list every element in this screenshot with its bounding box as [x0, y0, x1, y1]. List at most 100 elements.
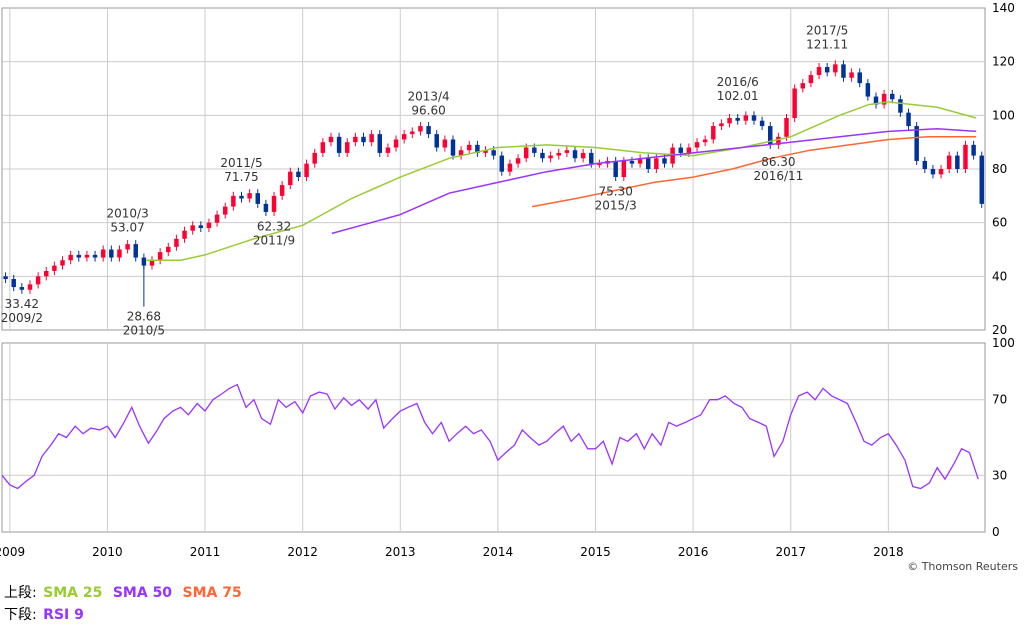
annotation-line2: 2009/2 — [1, 311, 43, 325]
candle-body — [824, 67, 830, 73]
candle-body — [499, 155, 505, 172]
legend-sma25: SMA 25 — [43, 585, 103, 601]
annotation-line1: 62.32 — [257, 219, 291, 233]
candle-body — [865, 83, 871, 97]
rsi-panel-frame — [1, 342, 986, 533]
candle-body — [320, 142, 326, 153]
legend-sma75: SMA 75 — [182, 585, 242, 601]
candle-body — [361, 136, 366, 143]
candle-body — [92, 254, 98, 258]
candle-body — [727, 118, 732, 124]
candle-body — [922, 160, 928, 169]
candle-body — [190, 225, 195, 231]
candle-body — [182, 230, 187, 239]
ma-line-sma-50 — [331, 128, 977, 235]
annotation-line2: 2015/3 — [595, 199, 637, 213]
candle-body — [808, 75, 814, 84]
candle-body — [19, 287, 25, 290]
candle-body — [434, 134, 439, 148]
candle-body — [247, 193, 252, 199]
candle-body — [548, 155, 553, 159]
candle-body — [76, 254, 82, 258]
candle-body — [564, 150, 570, 153]
candle-body — [385, 147, 391, 153]
x-tick-label: 2013 — [385, 545, 416, 559]
price-y-tick-label: 60 — [992, 216, 1007, 230]
candle-body — [304, 163, 309, 178]
candle-body — [759, 120, 765, 127]
annotation-line1: 2017/5 — [806, 24, 848, 38]
candle-body — [442, 139, 448, 148]
x-tick-label: 2017 — [775, 545, 806, 559]
candle-body — [816, 67, 822, 76]
price-y-tick-label: 80 — [992, 162, 1007, 176]
candle-body — [353, 136, 358, 143]
candle-body — [849, 72, 854, 78]
annotation-line2: 53.07 — [110, 220, 144, 234]
candle-body — [751, 115, 757, 121]
candle-body — [410, 131, 415, 135]
candle-body — [800, 83, 806, 89]
candle-body — [507, 163, 513, 172]
legend-rsi9: RSI 9 — [43, 607, 84, 623]
candle-body — [955, 155, 960, 169]
annotation-line1: 33.42 — [5, 297, 39, 311]
annotation-line2: 121.11 — [806, 38, 848, 52]
candle-body — [841, 64, 846, 78]
rsi-y-tick-label: 30 — [992, 468, 1007, 482]
candle-body — [377, 134, 383, 153]
candle-body — [890, 93, 895, 100]
candle-body — [239, 195, 244, 199]
candle-body — [68, 254, 73, 261]
candle-body — [678, 147, 683, 153]
candle-body — [645, 158, 651, 169]
candle-body — [109, 249, 114, 258]
candle-body — [35, 276, 41, 285]
x-tick-label: 2016 — [678, 545, 709, 559]
candle-body — [963, 144, 968, 169]
price-y-tick-label: 120 — [992, 55, 1015, 69]
candle-body — [271, 195, 277, 212]
annotation-line2: 96.60 — [411, 103, 445, 117]
candle-body — [857, 72, 862, 84]
x-tick-label: 2010 — [92, 545, 123, 559]
candle-body — [231, 195, 236, 207]
candle-body — [157, 252, 163, 261]
candle-body — [60, 260, 65, 266]
candle-body — [637, 158, 643, 164]
candle-body — [833, 64, 838, 73]
annotation-line1: 2010/3 — [106, 206, 148, 220]
candle-body — [11, 279, 16, 288]
x-tick-label: 2011 — [190, 545, 221, 559]
candle-body — [743, 115, 749, 121]
candle-body — [84, 254, 90, 258]
candle-body — [881, 93, 887, 105]
candle-body — [613, 160, 618, 178]
candle-body — [979, 155, 984, 204]
candle-body — [572, 150, 578, 159]
annotation-line1: 2013/4 — [407, 89, 449, 103]
annotation-line2: 2010/5 — [123, 324, 165, 338]
candle-body — [938, 169, 944, 175]
candle-body — [540, 152, 545, 159]
x-tick-label: 2018 — [873, 545, 904, 559]
candle-body — [198, 225, 204, 229]
candle-body — [792, 88, 797, 119]
candle-body — [532, 147, 537, 153]
rsi-y-tick-label: 0 — [992, 525, 1000, 539]
annotation-line2: 71.75 — [224, 170, 258, 184]
price-y-tick-label: 40 — [992, 269, 1007, 283]
candle-body — [328, 136, 334, 143]
candle-body — [735, 118, 740, 121]
annotation-line1: 28.68 — [127, 310, 161, 324]
legend-sma50: SMA 50 — [112, 585, 173, 601]
candle-body — [914, 126, 919, 161]
copyright-credit: © Thomson Reuters — [907, 560, 1018, 573]
candle-body — [393, 139, 399, 148]
legend-lower-prefix: 下段: — [4, 607, 37, 623]
candle-body — [458, 150, 464, 156]
candle-body — [654, 158, 659, 169]
x-tick-label: 2014 — [483, 545, 514, 559]
candle-body — [3, 276, 8, 280]
candle-body — [873, 96, 879, 105]
